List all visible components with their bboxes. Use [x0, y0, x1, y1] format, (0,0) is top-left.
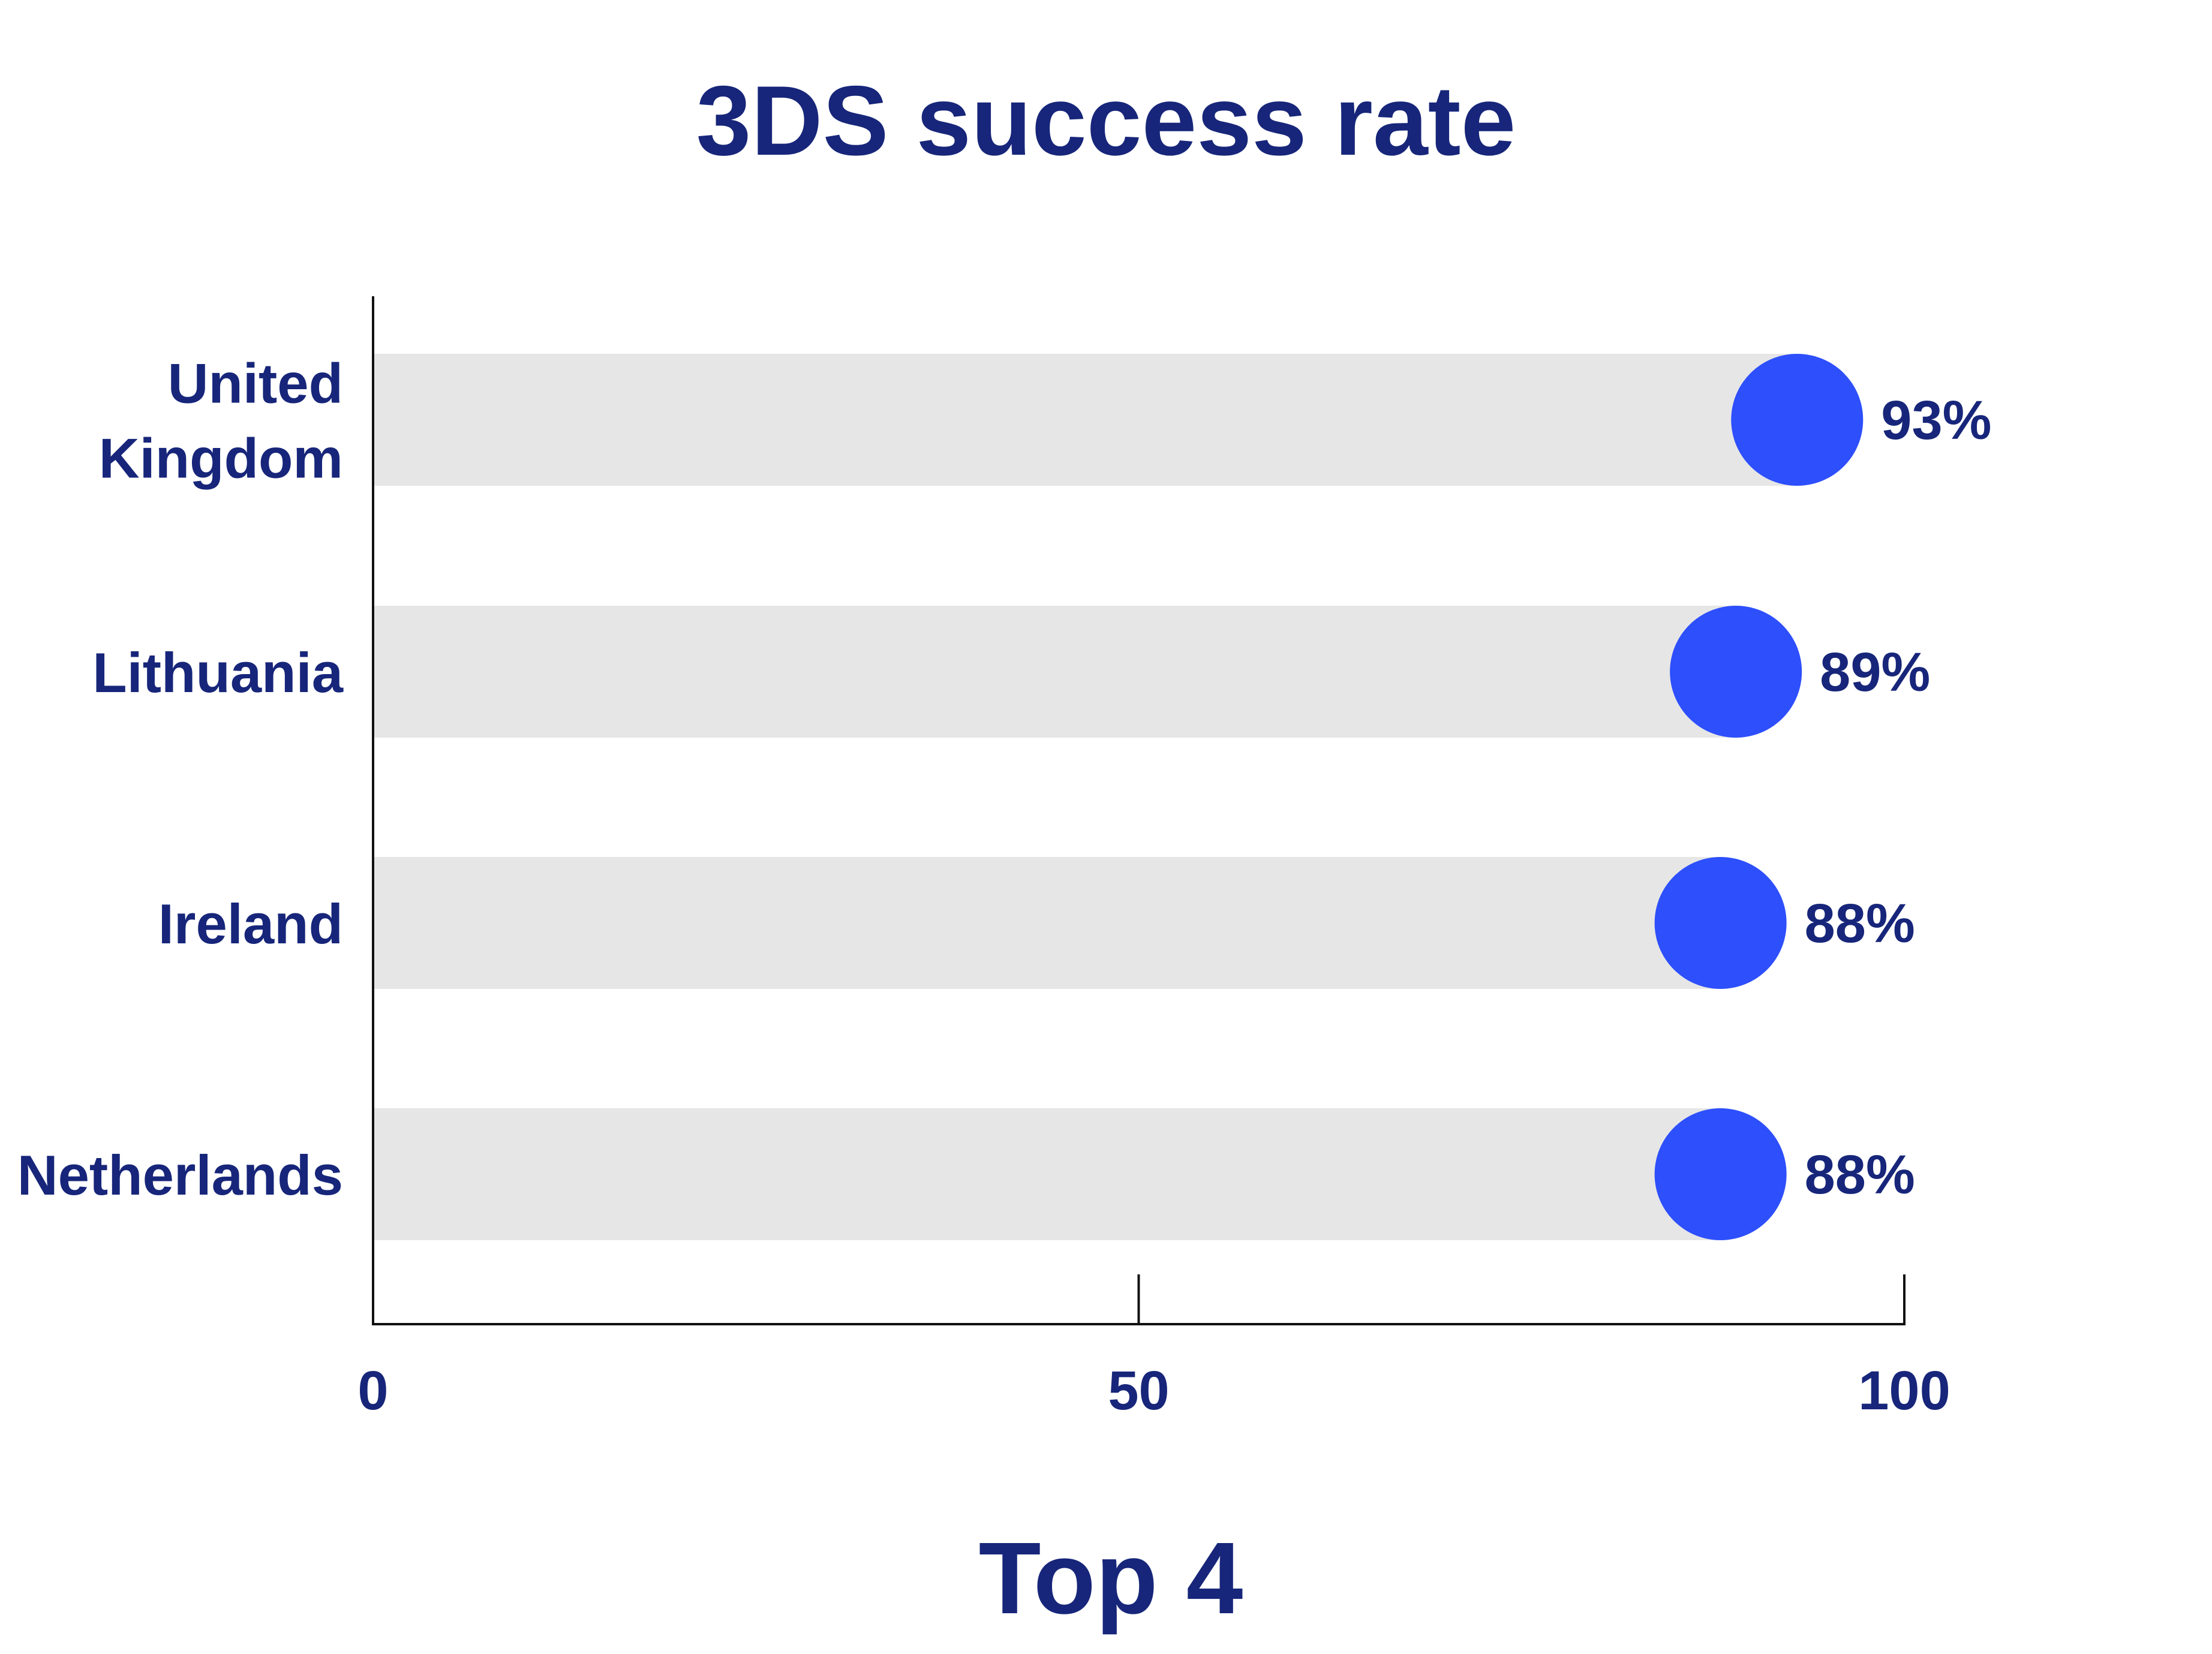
chart-title: 3DS success rate [696, 65, 1516, 176]
value-dot [1654, 1108, 1787, 1240]
category-label: Lithuania [92, 641, 343, 704]
x-tick-label: 50 [1108, 1360, 1169, 1421]
value-label: 93% [1881, 390, 1991, 451]
category-label: Netherlands [17, 1144, 343, 1207]
value-dot [1670, 606, 1802, 738]
value-label: 89% [1820, 642, 1930, 703]
value-label: 88% [1805, 893, 1915, 954]
value-dot [1731, 354, 1864, 486]
bar-track [373, 857, 1721, 989]
x-tick-label: 0 [357, 1360, 388, 1421]
value-label: 88% [1805, 1144, 1915, 1205]
bar-track [373, 354, 1798, 486]
value-dot [1654, 857, 1787, 989]
bar-track [373, 1108, 1721, 1240]
x-axis-label: Top 4 [979, 1521, 1243, 1635]
category-label: United [168, 352, 343, 415]
x-tick-label: 100 [1858, 1360, 1950, 1421]
category-label: Kingdom [99, 427, 343, 490]
category-label: Ireland [158, 892, 343, 955]
bar-track [373, 606, 1736, 738]
